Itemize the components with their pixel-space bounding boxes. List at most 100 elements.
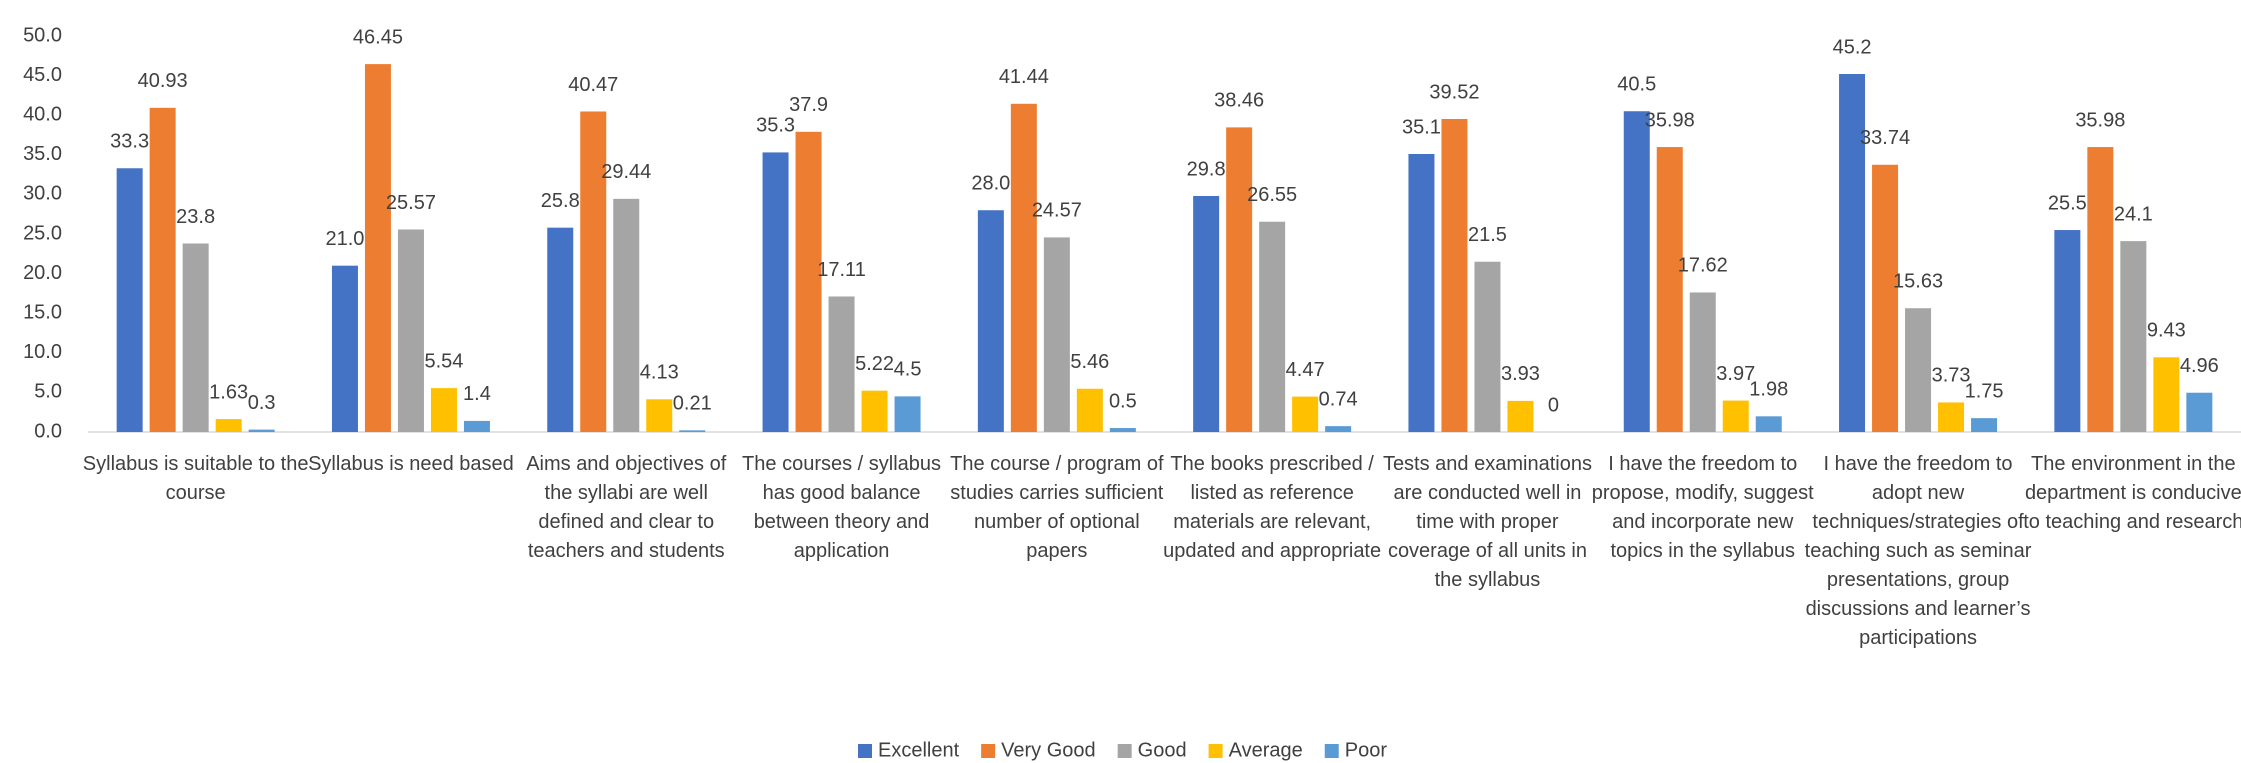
bar (1507, 400, 1534, 432)
bar (149, 107, 176, 432)
legend-swatch (1324, 744, 1339, 758)
bar (1872, 164, 1899, 432)
data-label: 46.45 (353, 26, 403, 48)
legend-label: Good (1138, 739, 1187, 761)
y-tick-label: 40.0 (23, 103, 62, 125)
bar (182, 243, 209, 432)
legend-swatch (1117, 744, 1132, 758)
bar (894, 396, 921, 432)
bar (795, 131, 822, 432)
data-label: 15.63 (1893, 270, 1943, 292)
bar (1474, 261, 1501, 432)
y-tick-label: 35.0 (23, 143, 62, 165)
data-label: 5.22 (855, 353, 894, 375)
data-label: 24.57 (1032, 200, 1082, 222)
data-label: 4.13 (640, 362, 679, 384)
bar (1408, 154, 1435, 432)
x-tick-label: I have the freedom to adopt new techniqu… (1804, 453, 2032, 649)
bar (2120, 241, 2147, 432)
bar (1193, 195, 1220, 432)
bar (547, 227, 574, 432)
data-label: 40.93 (138, 70, 188, 92)
data-label: 3.93 (1501, 363, 1540, 385)
legend-swatch (858, 744, 872, 758)
data-label: 40.47 (568, 74, 618, 96)
data-label: 1.98 (1749, 379, 1788, 401)
legend-swatch (1208, 744, 1223, 758)
bar (430, 388, 457, 432)
data-label: 25.5 (2048, 192, 2087, 214)
data-label: 33.3 (110, 131, 149, 153)
bar (2186, 392, 2213, 432)
x-tick-label: The courses / syllabus has good balance … (742, 453, 942, 562)
x-tick-label: The environment in the department is con… (2023, 453, 2241, 533)
data-label: 0.21 (673, 393, 712, 415)
bar (762, 152, 789, 432)
y-tick-label: 0.0 (34, 420, 62, 442)
data-label: 24.1 (2114, 203, 2153, 225)
y-tick-label: 20.0 (23, 262, 62, 284)
bar (646, 399, 673, 432)
legend-label: Very Good (1001, 739, 1096, 761)
data-label: 35.1 (1402, 116, 1441, 138)
bar (1226, 127, 1253, 433)
y-tick-label: 10.0 (23, 341, 62, 363)
data-label: 26.55 (1247, 184, 1297, 206)
x-tick-label: Syllabus is suitable to the course (82, 453, 309, 504)
data-label: 5.54 (424, 350, 463, 372)
legend-label: Poor (1345, 739, 1388, 761)
bar (1043, 237, 1070, 432)
legend-label: Average (1229, 739, 1303, 761)
bar (679, 430, 706, 432)
data-label: 4.96 (2180, 355, 2219, 377)
bar (397, 229, 424, 432)
bar (861, 390, 888, 432)
data-label: 4.47 (1286, 359, 1325, 381)
data-label: 40.5 (1617, 74, 1656, 96)
data-label: 41.44 (999, 66, 1049, 88)
data-label: 1.4 (463, 383, 491, 405)
bar (364, 64, 391, 432)
data-label: 35.98 (1645, 109, 1695, 131)
bar (1689, 292, 1716, 432)
bar (1755, 416, 1782, 432)
data-label: 3.97 (1716, 363, 1755, 385)
x-tick-label: I have the freedom to propose, modify, s… (1591, 453, 1814, 562)
bar (1722, 400, 1749, 432)
data-label: 0.3 (248, 392, 276, 414)
x-tick-label: The course / program of studies carries … (950, 453, 1164, 562)
bar (1109, 428, 1136, 432)
bar (1938, 402, 1965, 432)
data-label: 29.8 (1187, 158, 1226, 180)
bar (1623, 111, 1650, 433)
data-label: 25.8 (541, 190, 580, 212)
bar (1010, 103, 1037, 432)
data-label: 1.75 (1965, 380, 2004, 402)
bar (1325, 426, 1352, 432)
data-label: 0.5 (1109, 390, 1137, 412)
bar (580, 111, 607, 432)
data-label: 23.8 (176, 206, 215, 228)
data-label: 3.73 (1932, 365, 1971, 387)
bar (2054, 230, 2081, 432)
data-label: 28.0 (971, 173, 1010, 195)
x-tick-label: The books prescribed / listed as referen… (1163, 453, 1382, 562)
data-label: 33.74 (1860, 127, 1910, 149)
data-label: 17.11 (817, 259, 866, 281)
data-label: 29.44 (601, 161, 651, 183)
data-label: 35.3 (756, 115, 795, 137)
bar (248, 429, 275, 432)
data-label: 1.63 (209, 381, 248, 403)
data-label: 5.46 (1070, 351, 1109, 373)
bar (463, 420, 490, 432)
y-tick-label: 50.0 (23, 24, 62, 46)
y-tick-label: 25.0 (23, 222, 62, 244)
bar (1259, 221, 1286, 432)
bar (1656, 147, 1683, 433)
bar (977, 210, 1004, 432)
data-label: 4.5 (894, 359, 922, 381)
x-tick-label: Tests and examinations are conducted wel… (1382, 453, 1592, 591)
bar (613, 198, 640, 432)
bar (1441, 119, 1468, 433)
